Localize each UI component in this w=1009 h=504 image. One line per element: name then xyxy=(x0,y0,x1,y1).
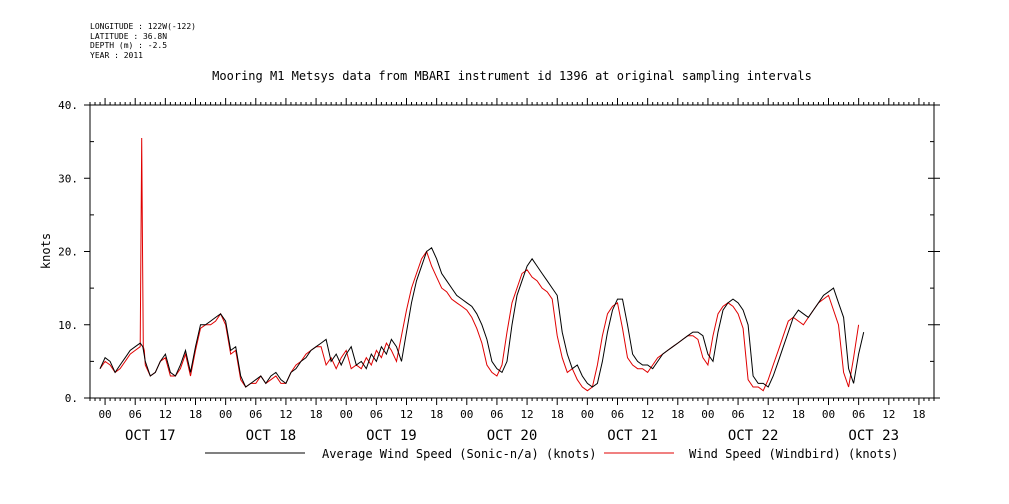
legend-label: Wind Speed (Windbird) (knots) xyxy=(689,447,899,461)
x-hour-label: 00 xyxy=(822,408,835,421)
x-hour-label: 18 xyxy=(551,408,564,421)
x-hour-label: 00 xyxy=(581,408,594,421)
x-axis: 00 06 12 18 00 06 12 18 00 06 12 18 00 06 12 18 00 06 12 18… xyxy=(89,98,935,444)
x-day-label: OCT 21 xyxy=(607,428,658,444)
x-hour-label: 12 xyxy=(520,408,533,421)
chart-title: Mooring M1 Metsys data from MBARI instru… xyxy=(212,69,812,83)
y-tick-label: 20. xyxy=(58,246,78,259)
legend-label: Average Wind Speed (Sonic-n/a) (knots) xyxy=(322,447,597,461)
x-day-label: OCT 23 xyxy=(848,428,899,444)
x-hour-label: 06 xyxy=(852,408,865,421)
x-hour-label: 12 xyxy=(762,408,775,421)
y-axis: 0. 10. 20. 30. 40. xyxy=(58,99,940,405)
x-day-label: OCT 18 xyxy=(246,428,297,444)
depth-text: DEPTH (m) : -2.5 xyxy=(90,41,168,51)
x-day-label: OCT 22 xyxy=(728,428,779,444)
plot-frame xyxy=(89,104,935,399)
y-axis-label: knots xyxy=(39,233,53,269)
x-hour-label: 00 xyxy=(98,408,111,421)
x-day-label: OCT 20 xyxy=(487,428,538,444)
x-hour-label: 18 xyxy=(430,408,443,421)
x-hour-label: 00 xyxy=(219,408,232,421)
x-hour-label: 06 xyxy=(731,408,744,421)
x-day-label: OCT 17 xyxy=(125,428,176,444)
x-hour-label: 18 xyxy=(912,408,925,421)
x-hour-label: 06 xyxy=(129,408,142,421)
x-hour-label: 18 xyxy=(309,408,322,421)
y-tick-label: 0. xyxy=(65,392,78,405)
x-hour-label: 00 xyxy=(460,408,473,421)
x-hour-label: 00 xyxy=(340,408,353,421)
x-hour-label: 18 xyxy=(792,408,805,421)
legend: Average Wind Speed (Sonic-n/a) (knots) Wi… xyxy=(205,447,899,461)
y-tick-label: 10. xyxy=(58,319,78,332)
metadata-block: LONGITUDE : 122W(-122) LATITUDE : 36.8N … xyxy=(90,22,196,60)
x-hour-label: 18 xyxy=(189,408,202,421)
x-hour-label: 12 xyxy=(159,408,172,421)
year-text: YEAR : 2011 xyxy=(90,50,143,60)
x-hour-label: 06 xyxy=(249,408,262,421)
latitude-text: LATITUDE : 36.8N xyxy=(90,31,168,41)
longitude-text: LONGITUDE : 122W(-122) xyxy=(90,22,196,31)
x-hour-label: 06 xyxy=(370,408,383,421)
y-tick-label: 40. xyxy=(58,99,78,112)
x-hour-label: 12 xyxy=(641,408,654,421)
x-hour-label: 06 xyxy=(611,408,624,421)
series-lines xyxy=(99,137,865,392)
x-hour-label: 00 xyxy=(701,408,714,421)
x-day-label: OCT 19 xyxy=(366,428,417,444)
x-hour-label: 12 xyxy=(279,408,292,421)
x-hour-label: 12 xyxy=(400,408,413,421)
x-hour-label: 18 xyxy=(671,408,684,421)
x-hour-label: 12 xyxy=(882,408,895,421)
x-hour-label: 06 xyxy=(490,408,503,421)
y-tick-label: 30. xyxy=(58,172,78,185)
series-line-average-wind-speed xyxy=(99,247,865,388)
series-line-windbird-wind-speed xyxy=(99,137,860,392)
